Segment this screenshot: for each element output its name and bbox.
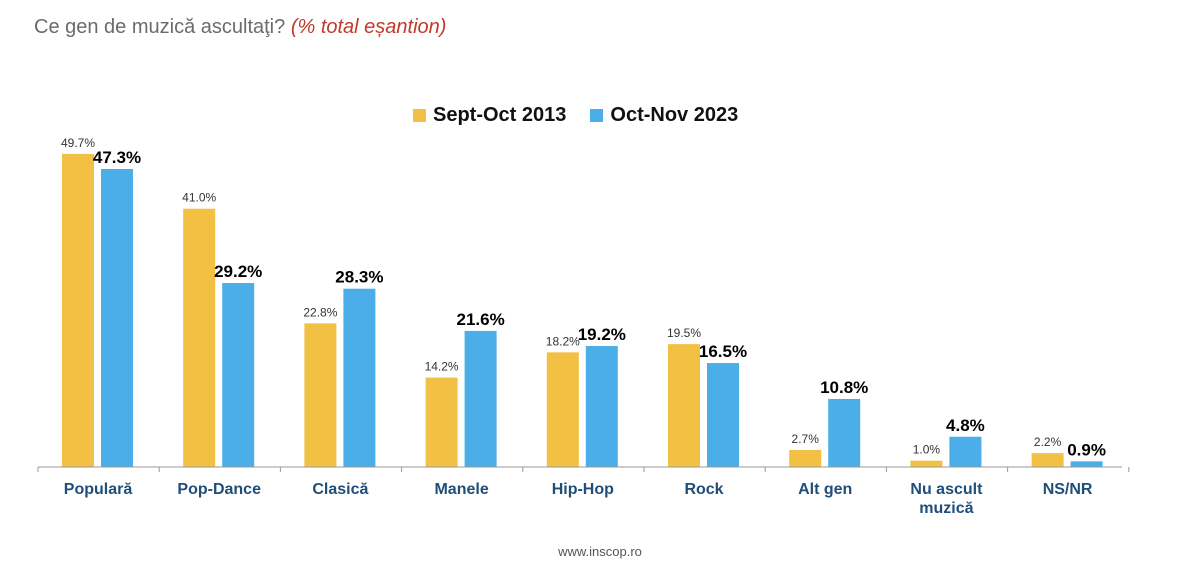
data-label: 19.5% xyxy=(667,326,701,340)
category-label: Rock xyxy=(684,481,723,498)
data-label: 19.2% xyxy=(578,325,626,344)
category-label: Pop-Dance xyxy=(177,481,261,498)
bar-oct-nov-2023 xyxy=(828,398,861,467)
data-label: 2.7% xyxy=(792,432,820,446)
bar-oct-nov-2023 xyxy=(949,436,982,467)
data-label: 14.2% xyxy=(425,360,459,374)
data-label: 16.5% xyxy=(699,342,747,361)
legend-item-series1: Sept-Oct 2013 xyxy=(413,104,566,127)
category-label: Clasică xyxy=(312,481,368,498)
legend-label-series1: Sept-Oct 2013 xyxy=(433,103,567,126)
data-label: 18.2% xyxy=(546,334,580,348)
data-label: 49.7% xyxy=(61,136,95,150)
data-label: 10.8% xyxy=(820,378,868,397)
bar-oct-nov-2023 xyxy=(101,169,133,467)
data-label: 28.3% xyxy=(335,268,383,287)
title-subtitle: (% total eșantion) xyxy=(290,16,447,38)
bar-oct-nov-2023 xyxy=(707,363,739,467)
chart-title: Ce gen de muzică ascultaţi? (% total eșa… xyxy=(34,16,446,39)
data-label: 21.6% xyxy=(456,310,504,329)
legend-swatch-series2 xyxy=(590,108,604,122)
legend: Sept-Oct 2013 Oct-Nov 2023 xyxy=(413,102,762,128)
legend-swatch-series1 xyxy=(413,108,426,122)
legend-label-series2: Oct-Nov 2023 xyxy=(610,103,739,126)
bar-oct-nov-2023 xyxy=(464,330,497,467)
source-footer: www.inscop.ro xyxy=(558,544,642,559)
category-label: Nu ascult muzică xyxy=(910,481,983,517)
category-label: NS/NR xyxy=(1043,481,1093,498)
bar-oct-nov-2023 xyxy=(222,283,255,467)
bar-sept-oct-2013 xyxy=(425,377,458,467)
bar-oct-nov-2023 xyxy=(585,346,618,467)
data-label: 0.9% xyxy=(1067,440,1106,459)
bar-sept-oct-2013 xyxy=(62,153,94,467)
data-label: 22.8% xyxy=(303,305,337,319)
bar-oct-nov-2023 xyxy=(1070,461,1103,467)
data-label: 47.3% xyxy=(93,148,141,167)
bar-sept-oct-2013 xyxy=(304,323,337,467)
bar-sept-oct-2013 xyxy=(183,208,216,467)
data-label: 41.0% xyxy=(182,191,216,205)
legend-item-series2: Oct-Nov 2023 xyxy=(590,104,738,127)
data-label: 1.0% xyxy=(913,443,941,457)
bar-sept-oct-2013 xyxy=(789,449,822,467)
bar-sept-oct-2013 xyxy=(910,460,943,467)
bar-oct-nov-2023 xyxy=(343,288,376,467)
category-label: Hip-Hop xyxy=(552,481,614,498)
bar-sept-oct-2013 xyxy=(668,344,700,467)
data-label: 2.2% xyxy=(1034,435,1062,449)
data-label: 4.8% xyxy=(946,416,985,435)
category-label: Manele xyxy=(434,481,488,498)
category-label: Populară xyxy=(64,481,133,498)
data-label: 29.2% xyxy=(214,262,262,281)
category-label: Alt gen xyxy=(798,481,852,498)
title-question: Ce gen de muzică ascultaţi? xyxy=(34,16,286,38)
bar-sept-oct-2013 xyxy=(1031,453,1064,467)
bar-sept-oct-2013 xyxy=(546,352,579,467)
